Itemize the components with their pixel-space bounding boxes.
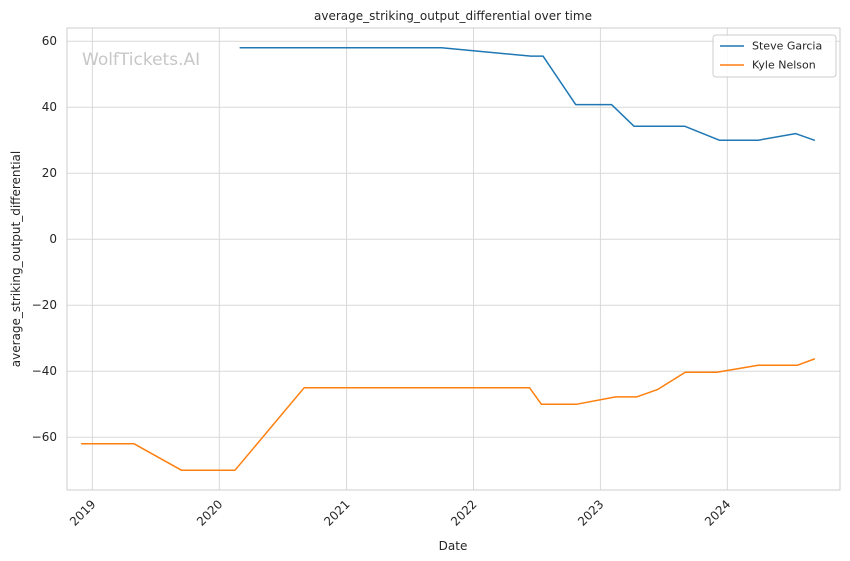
y-tick-label: 20 [42, 166, 57, 180]
legend-label-steve-garcia: Steve Garcia [752, 40, 822, 53]
y-tick-label: 40 [42, 100, 57, 114]
legend: Steve Garcia Kyle Nelson [712, 34, 837, 78]
series-line-kyle-nelson [80, 358, 816, 471]
plot-area-frame [66, 27, 841, 491]
y-axis-title: average_striking_output_differential [9, 151, 23, 367]
series-lines [80, 47, 816, 471]
y-tick-label: −40 [32, 364, 57, 378]
series-line-steve-garcia [239, 47, 816, 141]
legend-label-kyle-nelson: Kyle Nelson [752, 59, 816, 72]
y-tick-label: 60 [42, 34, 57, 48]
chart-title: average_striking_output_differential ove… [314, 9, 592, 23]
watermark: WolfTickets.AI [82, 50, 200, 70]
x-axis-title: Date [439, 539, 468, 553]
y-tick-label: −60 [32, 430, 57, 444]
y-tick-label: −20 [32, 298, 57, 312]
y-axis-tick-labels: 60 40 20 0 −20 −40 −60 [32, 34, 57, 444]
y-tick-label: 0 [49, 232, 57, 246]
